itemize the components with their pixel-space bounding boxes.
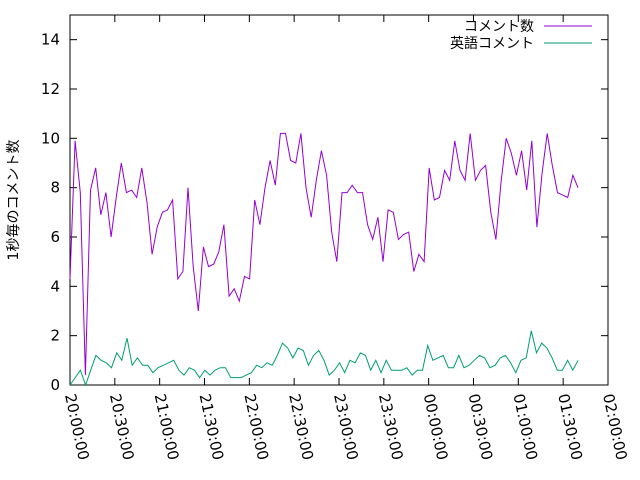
x-tick-label: 20:30:00	[106, 392, 138, 462]
y-tick-label: 0	[50, 376, 60, 394]
legend-label-1: コメント数	[464, 19, 534, 35]
x-tick-label: 00:00:00	[420, 392, 452, 462]
y-tick-label: 4	[50, 277, 60, 295]
y-tick-label: 2	[50, 327, 60, 345]
y-tick-label: 8	[50, 179, 60, 197]
x-tick-label: 01:00:00	[509, 392, 541, 462]
x-axis: 20:00:00 20:30:00 21:00:00 21:30:00 22:00:00…	[61, 15, 631, 462]
x-tick-label: 23:00:00	[330, 392, 362, 462]
y-tick-label: 14	[41, 31, 60, 49]
y-axis: 0 2 4 6 8 10 12 14	[41, 31, 608, 394]
y-tick-label: 10	[41, 129, 60, 147]
y-axis-label: 1秒毎のコメント数	[6, 140, 22, 261]
x-tick-label: 23:30:00	[375, 392, 407, 462]
series-line-1	[69, 132, 579, 376]
x-tick-label: 20:00:00	[61, 392, 93, 462]
x-tick-label: 02:00:00	[599, 392, 631, 462]
legend-label-2: 英語コメント	[450, 35, 534, 52]
x-tick-label: 01:30:00	[554, 392, 586, 462]
plot-frame	[69, 14, 609, 386]
x-tick-label: 21:30:00	[196, 392, 228, 462]
series-layer	[69, 132, 579, 387]
x-tick-label: 00:30:00	[465, 392, 497, 462]
series-line-2	[69, 330, 579, 387]
y-tick-label: 6	[50, 228, 60, 246]
x-tick-label: 22:30:00	[285, 392, 317, 462]
x-tick-label: 21:00:00	[151, 392, 183, 462]
x-tick-label: 22:00:00	[240, 392, 272, 462]
y-tick-label: 12	[41, 80, 60, 98]
